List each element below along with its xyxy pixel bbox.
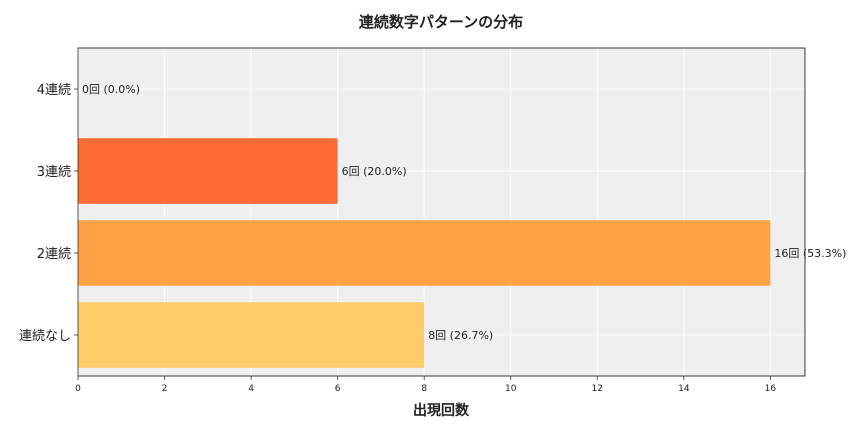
x-tick-label: 6: [335, 384, 341, 394]
x-tick-label: 16: [765, 384, 777, 394]
plot-border: [77, 47, 806, 377]
x-tick-label: 14: [678, 384, 690, 394]
bar: [78, 220, 771, 286]
y-tick-label: 4連続: [37, 83, 71, 98]
bars: [78, 138, 771, 368]
bar: [78, 302, 425, 368]
data-labels: 0回 (0.0%) 6回 (20.0%) 16回 (53.3%) 8回 (26.7%): [82, 83, 846, 342]
y-tick-label: 連続なし: [19, 329, 71, 344]
x-tick-label: 0: [75, 384, 81, 394]
bar: [78, 138, 338, 204]
y-tick-label: 3連続: [37, 165, 71, 180]
x-tick-label: 2: [162, 384, 168, 394]
x-tick-label: 12: [592, 384, 603, 394]
x-tick-label: 8: [421, 384, 427, 394]
x-tick-label: 4: [248, 384, 254, 394]
data-label: 8回 (26.7%): [428, 329, 493, 342]
data-label: 16回 (53.3%): [774, 247, 846, 260]
data-label: 6回 (20.0%): [342, 165, 407, 178]
x-axis-label: 出現回数: [413, 402, 470, 419]
y-tick-label: 2連続: [37, 247, 71, 262]
x-axis-ticks: 0 2 4 6 8 10 12 14 16: [75, 376, 776, 394]
x-tick-label: 10: [505, 384, 517, 394]
chart-title: 連続数字パターンの分布: [359, 13, 523, 31]
data-label: 0回 (0.0%): [82, 83, 140, 96]
